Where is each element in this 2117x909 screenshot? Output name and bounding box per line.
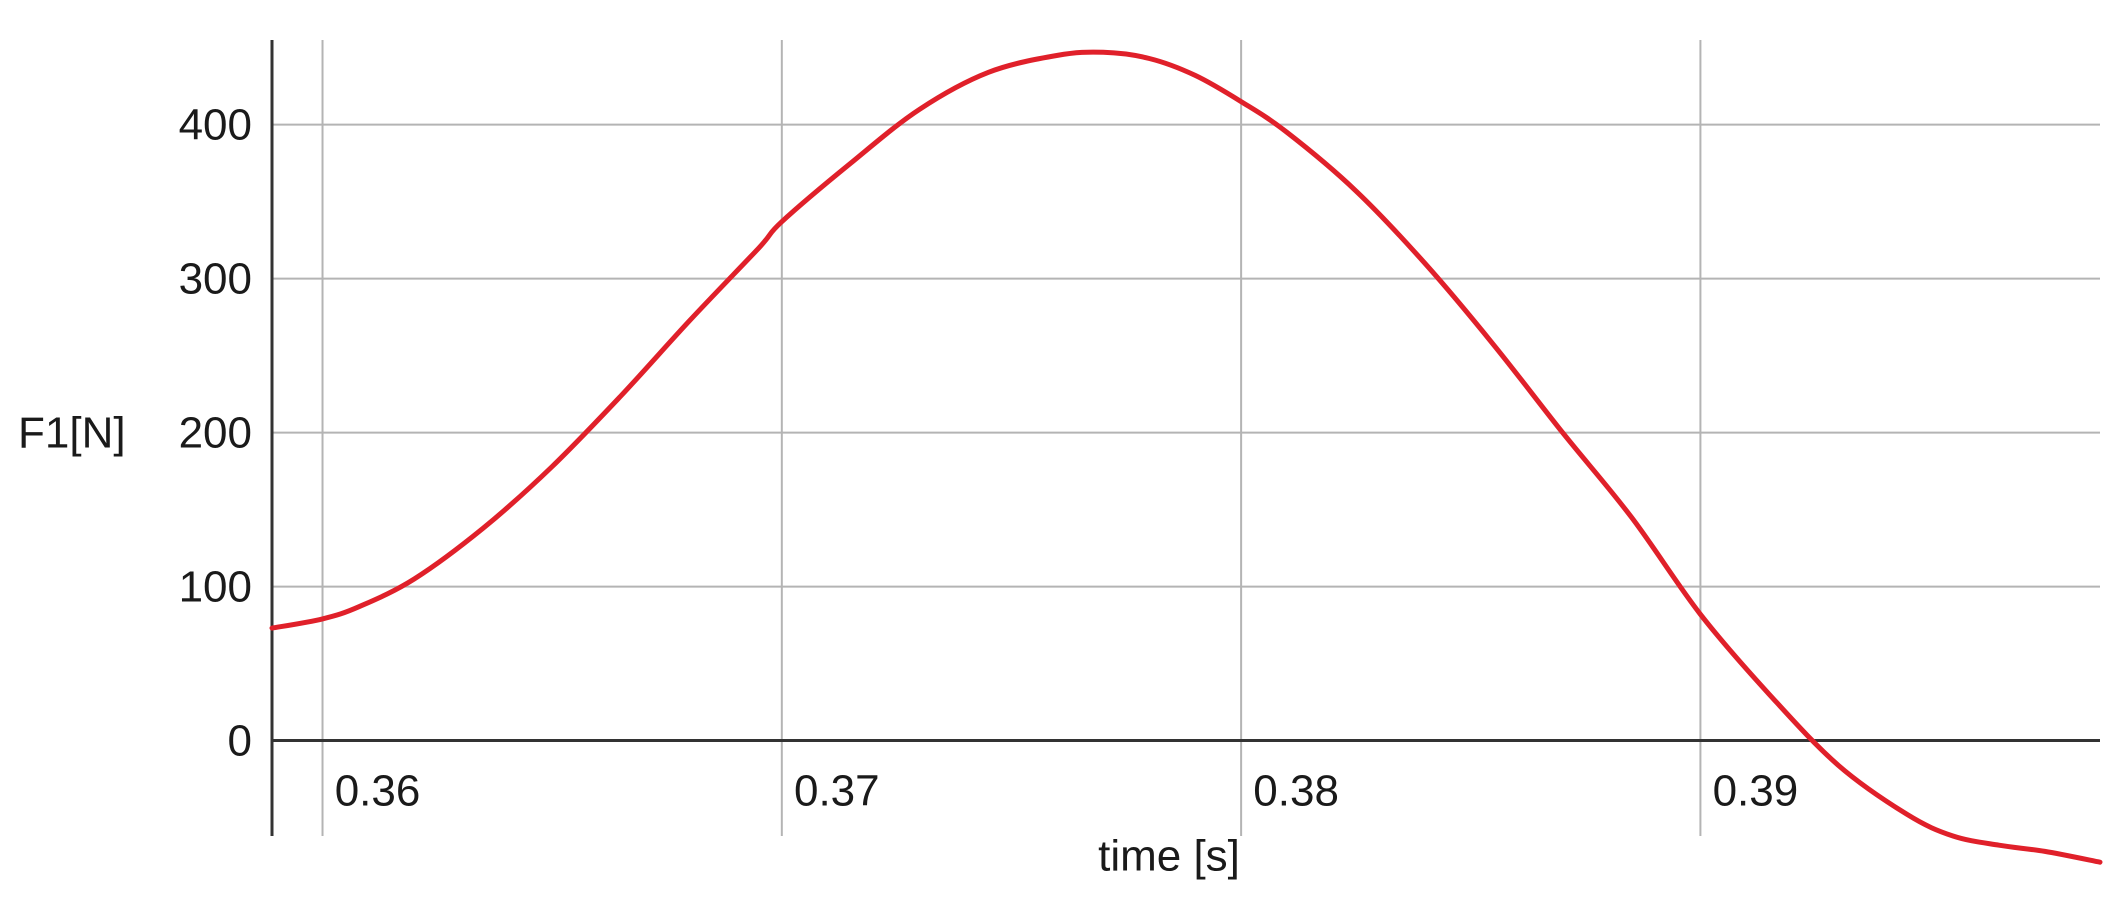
x-axis-title: time [s] bbox=[1098, 832, 1240, 881]
x-tick-label: 0.39 bbox=[1713, 767, 1799, 816]
y-tick-label: 400 bbox=[179, 101, 252, 150]
x-tick-label: 0.37 bbox=[794, 767, 880, 816]
grid-lines bbox=[272, 40, 2100, 836]
tick-labels: 0 100 200 300 400 0.36 0.37 0.38 0.39 bbox=[179, 101, 1799, 816]
y-axis-title: F1[N] bbox=[18, 409, 126, 458]
y-tick-label: 300 bbox=[179, 255, 252, 304]
series-line-f1 bbox=[269, 49, 2103, 865]
plot-area bbox=[269, 49, 2103, 865]
axes bbox=[270, 40, 2100, 836]
y-tick-label: 0 bbox=[228, 717, 252, 766]
y-tick-label: 100 bbox=[179, 563, 252, 612]
x-tick-label: 0.38 bbox=[1253, 767, 1339, 816]
y-tick-label: 200 bbox=[179, 409, 252, 458]
x-tick-label: 0.36 bbox=[335, 767, 421, 816]
